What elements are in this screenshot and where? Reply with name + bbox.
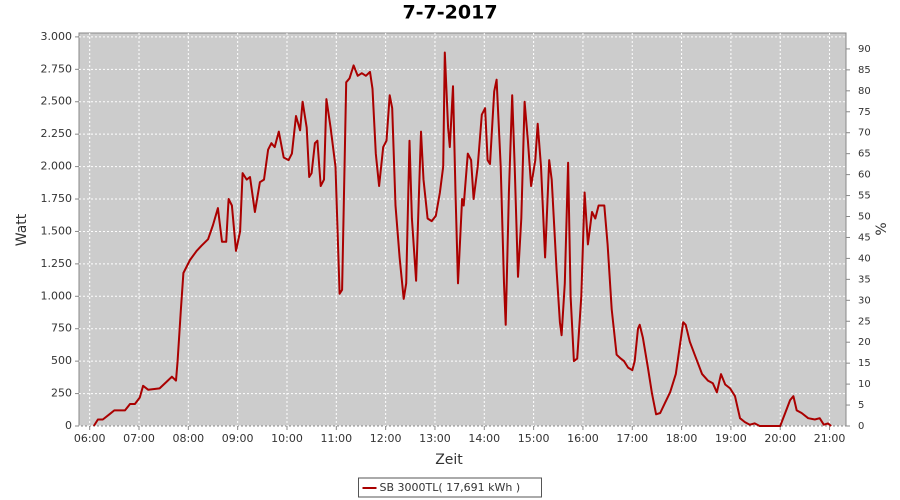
x-tick-label: 09:00 [222,432,254,445]
x-tick-label: 07:00 [123,432,155,445]
y-axis-label: Watt [14,213,30,246]
y-tick-label: 2.500 [41,95,73,108]
y2-tick-label: 35 [858,274,871,285]
x-tick-label: 12:00 [370,432,402,445]
y2-axis-label: % [874,222,890,235]
y-tick-label: 3.000 [41,30,73,43]
y2-tick-label: 20 [858,337,871,348]
x-tick-label: 08:00 [172,432,204,445]
chart-title: 7-7-2017 [402,2,497,24]
y-tick-label: 1.500 [41,224,73,237]
x-axis-label: Zeit [435,452,463,468]
x-tick-label: 10:00 [271,432,303,445]
y2-tick-label: 45 [858,232,871,243]
data-line [92,51,832,427]
y2-tick-label: 80 [858,86,871,97]
y-tick-label: 2.250 [41,127,73,140]
x-tick-label: 14:00 [468,432,500,445]
y2-tick-label: 70 [858,128,871,139]
x-tick-label: 15:00 [518,432,550,445]
x-tick-label: 18:00 [666,432,698,445]
y-tick-label: 1.000 [41,289,73,302]
y2-tick-label: 90 [858,44,871,55]
y-tick-label: 2.000 [41,160,73,173]
x-tick-label: 19:00 [715,432,747,445]
x-tick-label: 20:00 [764,432,796,445]
y2-tick-label: 75 [858,107,871,118]
y2-tick-label: 15 [858,358,871,369]
y2-tick-label: 85 [858,65,871,76]
x-tick-label: 06:00 [74,432,106,445]
y2-tick-label: 5 [858,400,864,411]
y2-tick-label: 10 [858,379,871,390]
y-tick-label: 1.750 [41,192,73,205]
y-tick-label: 1.250 [41,257,73,270]
y-tick-label: 2.750 [41,62,73,75]
y2-tick-label: 50 [858,212,871,223]
legend-box [358,477,542,498]
x-tick-label: 13:00 [419,432,451,445]
y2-tick-label: 65 [858,149,871,160]
y-tick-label: 250 [51,387,72,400]
x-tick-label: 11:00 [320,432,352,445]
x-tick-label: 21:00 [814,432,846,445]
y-tick-label: 750 [51,322,72,335]
x-tick-label: 16:00 [567,432,599,445]
legend-label: SB 3000TL( 17,691 kWh ) [380,481,521,494]
plot-area [78,32,847,427]
y2-tick-label: 0 [858,421,864,432]
y2-tick-label: 30 [858,295,871,306]
y-tick-label: 500 [51,354,72,367]
y-tick-label: 0 [65,419,72,432]
y2-tick-label: 25 [858,316,871,327]
y2-tick-label: 55 [858,191,871,202]
x-tick-label: 17:00 [616,432,648,445]
y2-tick-label: 40 [858,253,871,264]
y2-tick-label: 60 [858,170,871,181]
